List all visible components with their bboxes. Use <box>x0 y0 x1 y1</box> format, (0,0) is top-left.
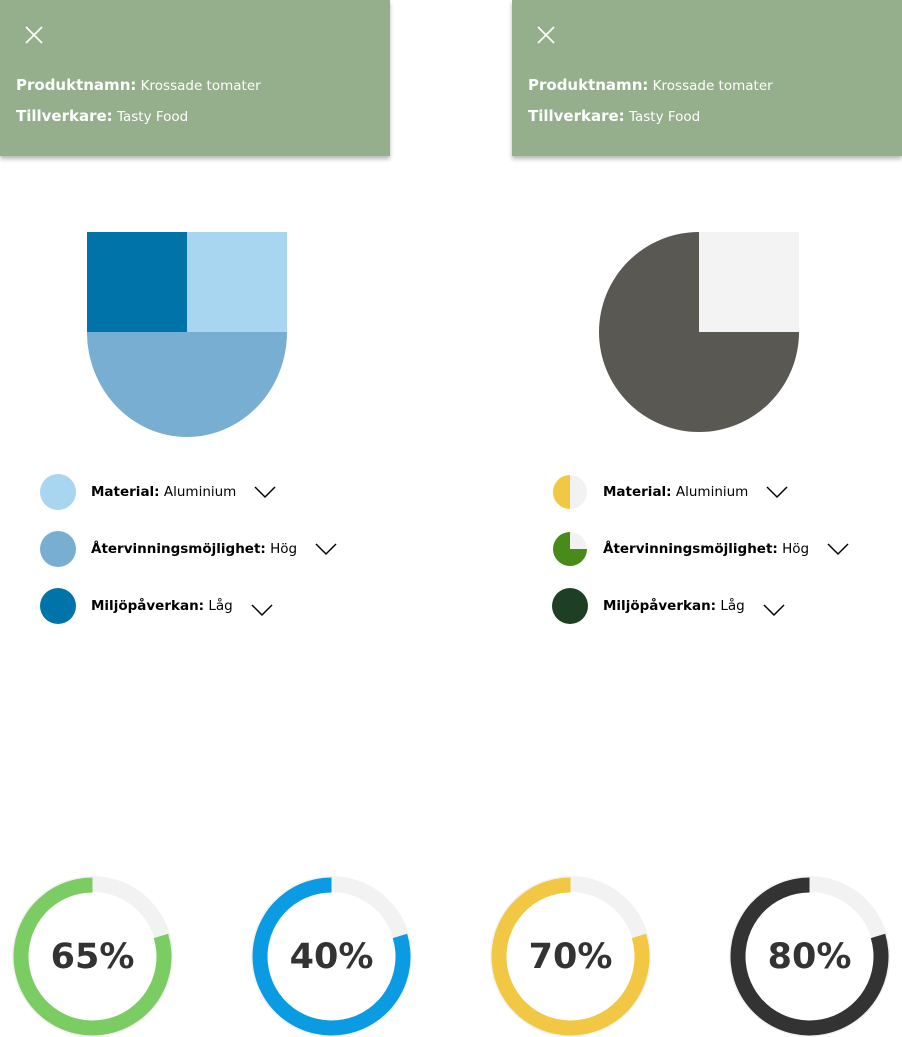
legend-label: Miljöpåverkan: <box>91 598 205 614</box>
donut-gauge-3: 70% <box>490 876 651 1037</box>
pie-slice-material <box>187 232 287 332</box>
chevron-down-icon[interactable] <box>763 603 785 617</box>
legend-item-impact: Miljöpåverkan: Låg <box>552 588 785 624</box>
pie-slice-impact <box>87 232 187 332</box>
manufacturer-line: Tillverkare: Tasty Food <box>16 107 188 125</box>
legend-item-impact: Miljöpåverkan: Låg <box>40 588 273 624</box>
legend-value: Aluminium <box>675 484 749 500</box>
legend-text: Material: Aluminium <box>603 484 748 500</box>
close-icon <box>537 26 555 44</box>
three-quarter-circle-indicator <box>553 532 587 566</box>
legend-item-material: Material: Aluminium <box>40 474 276 510</box>
donut-gauge-2: 40% <box>251 876 412 1037</box>
legend-item-recycling: Återvinningsmöjlighet: Hög <box>40 531 337 567</box>
chevron-down-icon[interactable] <box>254 485 276 499</box>
product-name-value: Krossade tomater <box>652 78 773 94</box>
legend-dot <box>40 588 76 624</box>
donut-ring <box>12 876 173 1037</box>
legend-text: Miljöpåverkan: Låg <box>603 598 745 614</box>
donut-percent-label: 65% <box>50 936 135 977</box>
manufacturer-label: Tillverkare: <box>16 107 113 125</box>
legend-label: Material: <box>91 484 160 500</box>
legend-value: Låg <box>208 598 233 614</box>
legend-text: Återvinningsmöjlighet: Hög <box>603 541 809 557</box>
donut-percent-label: 80% <box>767 936 852 977</box>
product-info-panel-right: Produktnamn: Krossade tomater Tillverkar… <box>512 0 902 156</box>
legend-label: Miljöpåverkan: <box>603 598 717 614</box>
legend-value: Aluminium <box>163 484 237 500</box>
legend-item-material: Material: Aluminium <box>552 474 788 510</box>
close-button[interactable] <box>536 25 556 45</box>
manufacturer-value: Tasty Food <box>116 109 189 125</box>
material-pie-chart-right <box>599 232 799 432</box>
donut-gauge-4: 80% <box>729 876 890 1037</box>
legend-value: Hög <box>270 541 298 557</box>
chevron-down-icon[interactable] <box>315 542 337 556</box>
product-info-panel-left: Produktnamn: Krossade tomater Tillverkar… <box>0 0 390 156</box>
legend-value: Låg <box>720 598 745 614</box>
product-name-label: Produktnamn: <box>528 76 649 94</box>
legend-dot <box>40 531 76 567</box>
legend-text: Material: Aluminium <box>91 484 236 500</box>
donut-ring <box>729 876 890 1037</box>
product-name-line: Produktnamn: Krossade tomater <box>16 76 261 94</box>
legend-item-recycling: Återvinningsmöjlighet: Hög <box>552 531 849 567</box>
legend-label: Återvinningsmöjlighet: <box>91 541 266 557</box>
close-button[interactable] <box>24 25 44 45</box>
material-pie-chart-left <box>87 232 287 437</box>
chevron-down-icon[interactable] <box>827 542 849 556</box>
donut-ring <box>490 876 651 1037</box>
product-name-line: Produktnamn: Krossade tomater <box>528 76 773 94</box>
product-name-label: Produktnamn: <box>16 76 137 94</box>
legend-label: Återvinningsmöjlighet: <box>603 541 778 557</box>
close-icon <box>25 26 43 44</box>
manufacturer-line: Tillverkare: Tasty Food <box>528 107 700 125</box>
legend-text: Miljöpåverkan: Låg <box>91 598 233 614</box>
half-circle-indicator <box>553 475 587 509</box>
chevron-down-icon[interactable] <box>766 485 788 499</box>
legend-text: Återvinningsmöjlighet: Hög <box>91 541 297 557</box>
pie-slice-recycling <box>87 332 287 437</box>
product-name-value: Krossade tomater <box>140 78 261 94</box>
chevron-down-icon[interactable] <box>251 603 273 617</box>
pie-slice-light <box>699 232 799 332</box>
manufacturer-label: Tillverkare: <box>528 107 625 125</box>
donut-percent-label: 70% <box>528 936 613 977</box>
legend-dot <box>40 474 76 510</box>
donut-ring <box>251 876 412 1037</box>
legend-dot <box>552 588 588 624</box>
manufacturer-value: Tasty Food <box>628 109 701 125</box>
legend-label: Material: <box>603 484 672 500</box>
donut-percent-label: 40% <box>289 936 374 977</box>
donut-gauge-1: 65% <box>12 876 173 1037</box>
legend-value: Hög <box>782 541 810 557</box>
